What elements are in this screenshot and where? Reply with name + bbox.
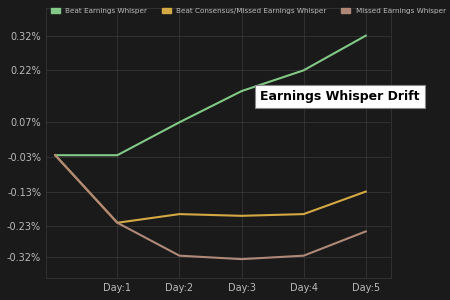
Legend: Beat Earnings Whisper, Beat Consensus/Missed Earnings Whisper, Missed Earnings W: Beat Earnings Whisper, Beat Consensus/Mi… bbox=[50, 6, 447, 15]
Text: Earnings Whisper Drift: Earnings Whisper Drift bbox=[260, 90, 420, 103]
